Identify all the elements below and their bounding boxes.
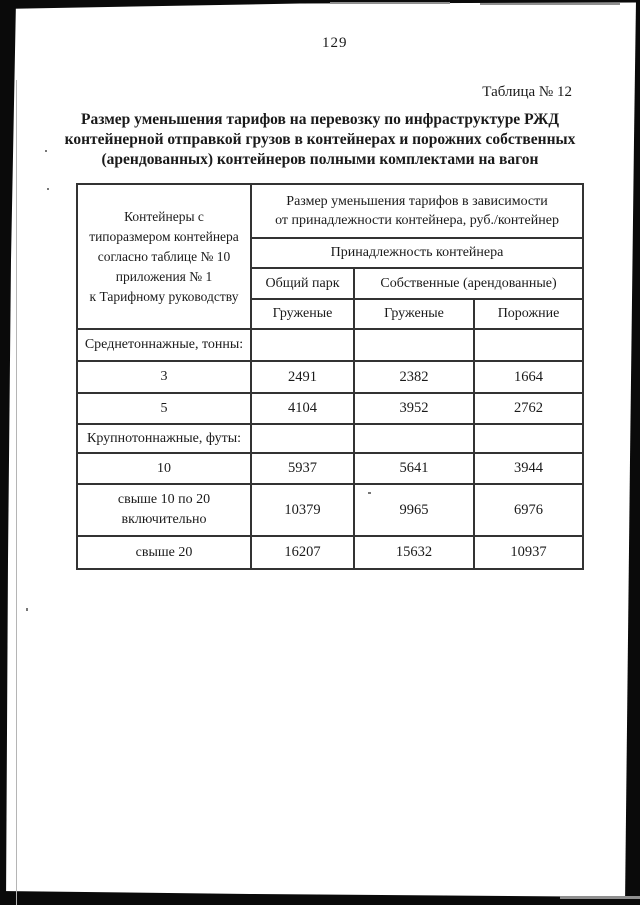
row-label-cell: свыше 10 по 20 включительно bbox=[76, 483, 252, 537]
value-cell: 4104 bbox=[250, 392, 355, 425]
row-label-cell: Среднетоннажные, тонны: bbox=[76, 328, 252, 362]
scan-artifact-bottom-edge bbox=[0, 891, 640, 905]
own-park-header-cell: Собственные (арендованные) bbox=[352, 267, 585, 300]
value-cell: 3952 bbox=[353, 392, 475, 425]
loaded-header-cell: Груженые bbox=[353, 298, 475, 330]
scan-speck bbox=[47, 188, 49, 190]
scan-artifact-right-edge bbox=[625, 0, 640, 905]
stub-header-line: типоразмером контейнера bbox=[89, 228, 239, 244]
value-cell: 10937 bbox=[472, 535, 585, 570]
value-cell: 16207 bbox=[250, 535, 355, 570]
value-cell: 2491 bbox=[250, 360, 355, 394]
common-park-header-cell: Общий парк bbox=[250, 267, 355, 300]
scan-artifact-top-edge bbox=[0, 0, 640, 9]
value-cell bbox=[353, 423, 475, 454]
value-cell: 3944 bbox=[472, 452, 585, 485]
empty-header-cell: Порожние bbox=[472, 298, 585, 330]
table-row: Крупнотоннажные, футы: bbox=[76, 423, 585, 454]
scan-artifact-gray-line bbox=[16, 80, 17, 905]
table-row: 10 5937 5641 3944 bbox=[76, 452, 585, 485]
scan-artifact-segment bbox=[330, 2, 450, 4]
table-row: 3 2491 2382 1664 bbox=[76, 360, 585, 394]
stub-header-line: к Тарифному руководству bbox=[89, 288, 239, 304]
scan-artifact-segment bbox=[480, 3, 620, 5]
tariff-table: Контейнеры с типоразмером контейнера сог… bbox=[76, 183, 585, 570]
value-cell: 2382 bbox=[353, 360, 475, 394]
row-label-cell: 5 bbox=[76, 392, 252, 425]
stub-header-line: согласно таблице № 10 bbox=[97, 248, 231, 264]
value-cell: 2762 bbox=[472, 392, 585, 425]
stub-header-cell: Контейнеры с типоразмером контейнера сог… bbox=[76, 183, 252, 330]
tariff-header-cell: Размер уменьшения тарифов в зависимости … bbox=[249, 183, 585, 239]
title-line: контейнерной отправкой грузов в контейне… bbox=[64, 131, 576, 148]
table-header-row: Груженые Груженые Порожние bbox=[77, 298, 585, 330]
value-cell bbox=[250, 423, 355, 454]
value-cell: 10379 bbox=[250, 483, 355, 537]
row-label-cell: свыше 20 bbox=[76, 535, 252, 570]
table-header-row: Контейнеры с типоразмером контейнера сог… bbox=[76, 183, 585, 330]
title-line: Размер уменьшения тарифов на перевозку п… bbox=[81, 111, 559, 128]
tariff-header-line: от принадлежности контейнера, руб./конте… bbox=[275, 213, 559, 228]
scan-speck bbox=[45, 150, 47, 152]
value-cell bbox=[472, 423, 585, 454]
scan-artifact-left-edge bbox=[0, 0, 16, 905]
value-cell bbox=[353, 328, 475, 362]
loaded-header-cell: Груженые bbox=[250, 298, 355, 330]
value-cell: 5641 bbox=[353, 452, 475, 485]
value-cell: 9965 bbox=[353, 483, 475, 537]
document-title: Размер уменьшения тарифов на перевозку п… bbox=[55, 110, 585, 170]
value-cell bbox=[472, 328, 585, 362]
table-header-row: Общий парк Собственные (арендованные) bbox=[77, 267, 585, 300]
title-line: (арендованных) контейнеров полными компл… bbox=[101, 151, 539, 168]
row-label-cell: 3 bbox=[76, 360, 252, 394]
ownership-header-cell: Принадлежность контейнера bbox=[249, 237, 585, 269]
page-number: 129 bbox=[322, 35, 348, 51]
value-cell: 15632 bbox=[353, 535, 475, 570]
table-caption: Таблица № 12 bbox=[482, 84, 572, 100]
value-cell: 5937 bbox=[250, 452, 355, 485]
scan-speck bbox=[26, 608, 28, 611]
table-row: свыше 20 16207 15632 10937 bbox=[76, 535, 585, 570]
table-row: свыше 10 по 20 включительно 10379 9965 6… bbox=[76, 483, 585, 537]
row-label-cell: Крупнотоннажные, футы: bbox=[76, 423, 252, 454]
value-cell: 6976 bbox=[472, 483, 585, 537]
value-cell: 1664 bbox=[472, 360, 585, 394]
table-row: Среднетоннажные, тонны: bbox=[76, 328, 585, 362]
row-label-cell: 10 bbox=[76, 452, 252, 485]
table-header-row: Принадлежность контейнера bbox=[77, 237, 585, 269]
table-row: 5 4104 3952 2762 bbox=[76, 392, 585, 425]
scan-artifact-segment bbox=[560, 896, 640, 899]
value-cell bbox=[250, 328, 355, 362]
tariff-header-line: Размер уменьшения тарифов в зависимости bbox=[286, 194, 548, 209]
stub-header-line: приложения № 1 bbox=[115, 268, 213, 284]
stub-header-line: Контейнеры с bbox=[124, 208, 204, 224]
